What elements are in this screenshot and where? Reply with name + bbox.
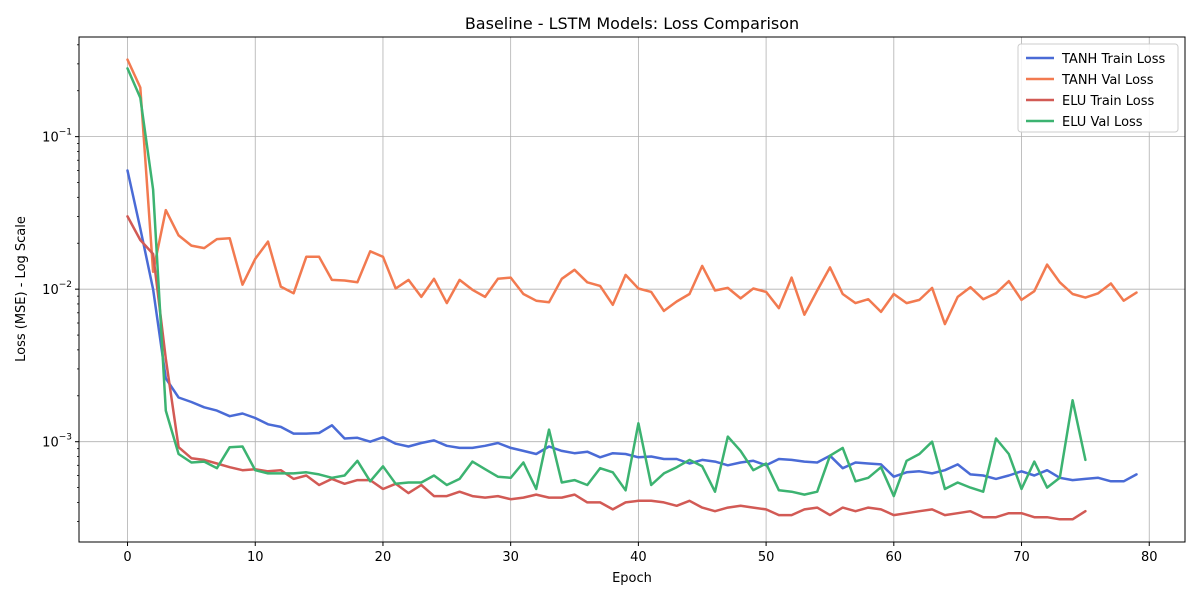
x-tick-label: 10 <box>247 550 264 565</box>
legend-box <box>1017 43 1179 133</box>
y-tick-label: 10−1 <box>42 128 72 146</box>
x-tick-label: 60 <box>886 550 903 565</box>
x-tick-label: 40 <box>630 550 647 565</box>
y-tick-label: 10−3 <box>42 433 72 451</box>
x-axis-ticks: 0 10 20 30 40 50 60 70 80 <box>123 542 1158 565</box>
legend-label: ELU Val Loss <box>1062 115 1143 130</box>
series-lines <box>126 58 1138 521</box>
x-tick-label: 70 <box>1013 550 1030 565</box>
series-line-1 <box>126 169 1138 483</box>
legend-label: TANH Train Loss <box>1061 52 1166 67</box>
chart-title: Baseline - LSTM Models: Loss Comparison <box>465 14 799 33</box>
x-tick-label: 50 <box>758 550 775 565</box>
y-axis-ticks: 10−3 10−2 10−1 <box>42 44 79 522</box>
x-tick-label: 30 <box>502 550 519 565</box>
x-tick-label: 20 <box>375 550 392 565</box>
x-tick-label: 0 <box>123 550 131 565</box>
legend-label: ELU Train Loss <box>1062 94 1155 109</box>
x-tick-label: 80 <box>1141 550 1158 565</box>
legend-label: TANH Val Loss <box>1061 73 1154 88</box>
series-line-4 <box>126 67 1087 498</box>
y-axis-label: Loss (MSE) - Log Scale <box>14 216 29 362</box>
y-tick-label: 10−2 <box>42 280 72 298</box>
legend: TANH Train Loss TANH Val Loss ELU Train Lo… <box>1017 43 1179 133</box>
x-axis-label: Epoch <box>612 571 652 586</box>
series-line-2 <box>126 58 1138 326</box>
